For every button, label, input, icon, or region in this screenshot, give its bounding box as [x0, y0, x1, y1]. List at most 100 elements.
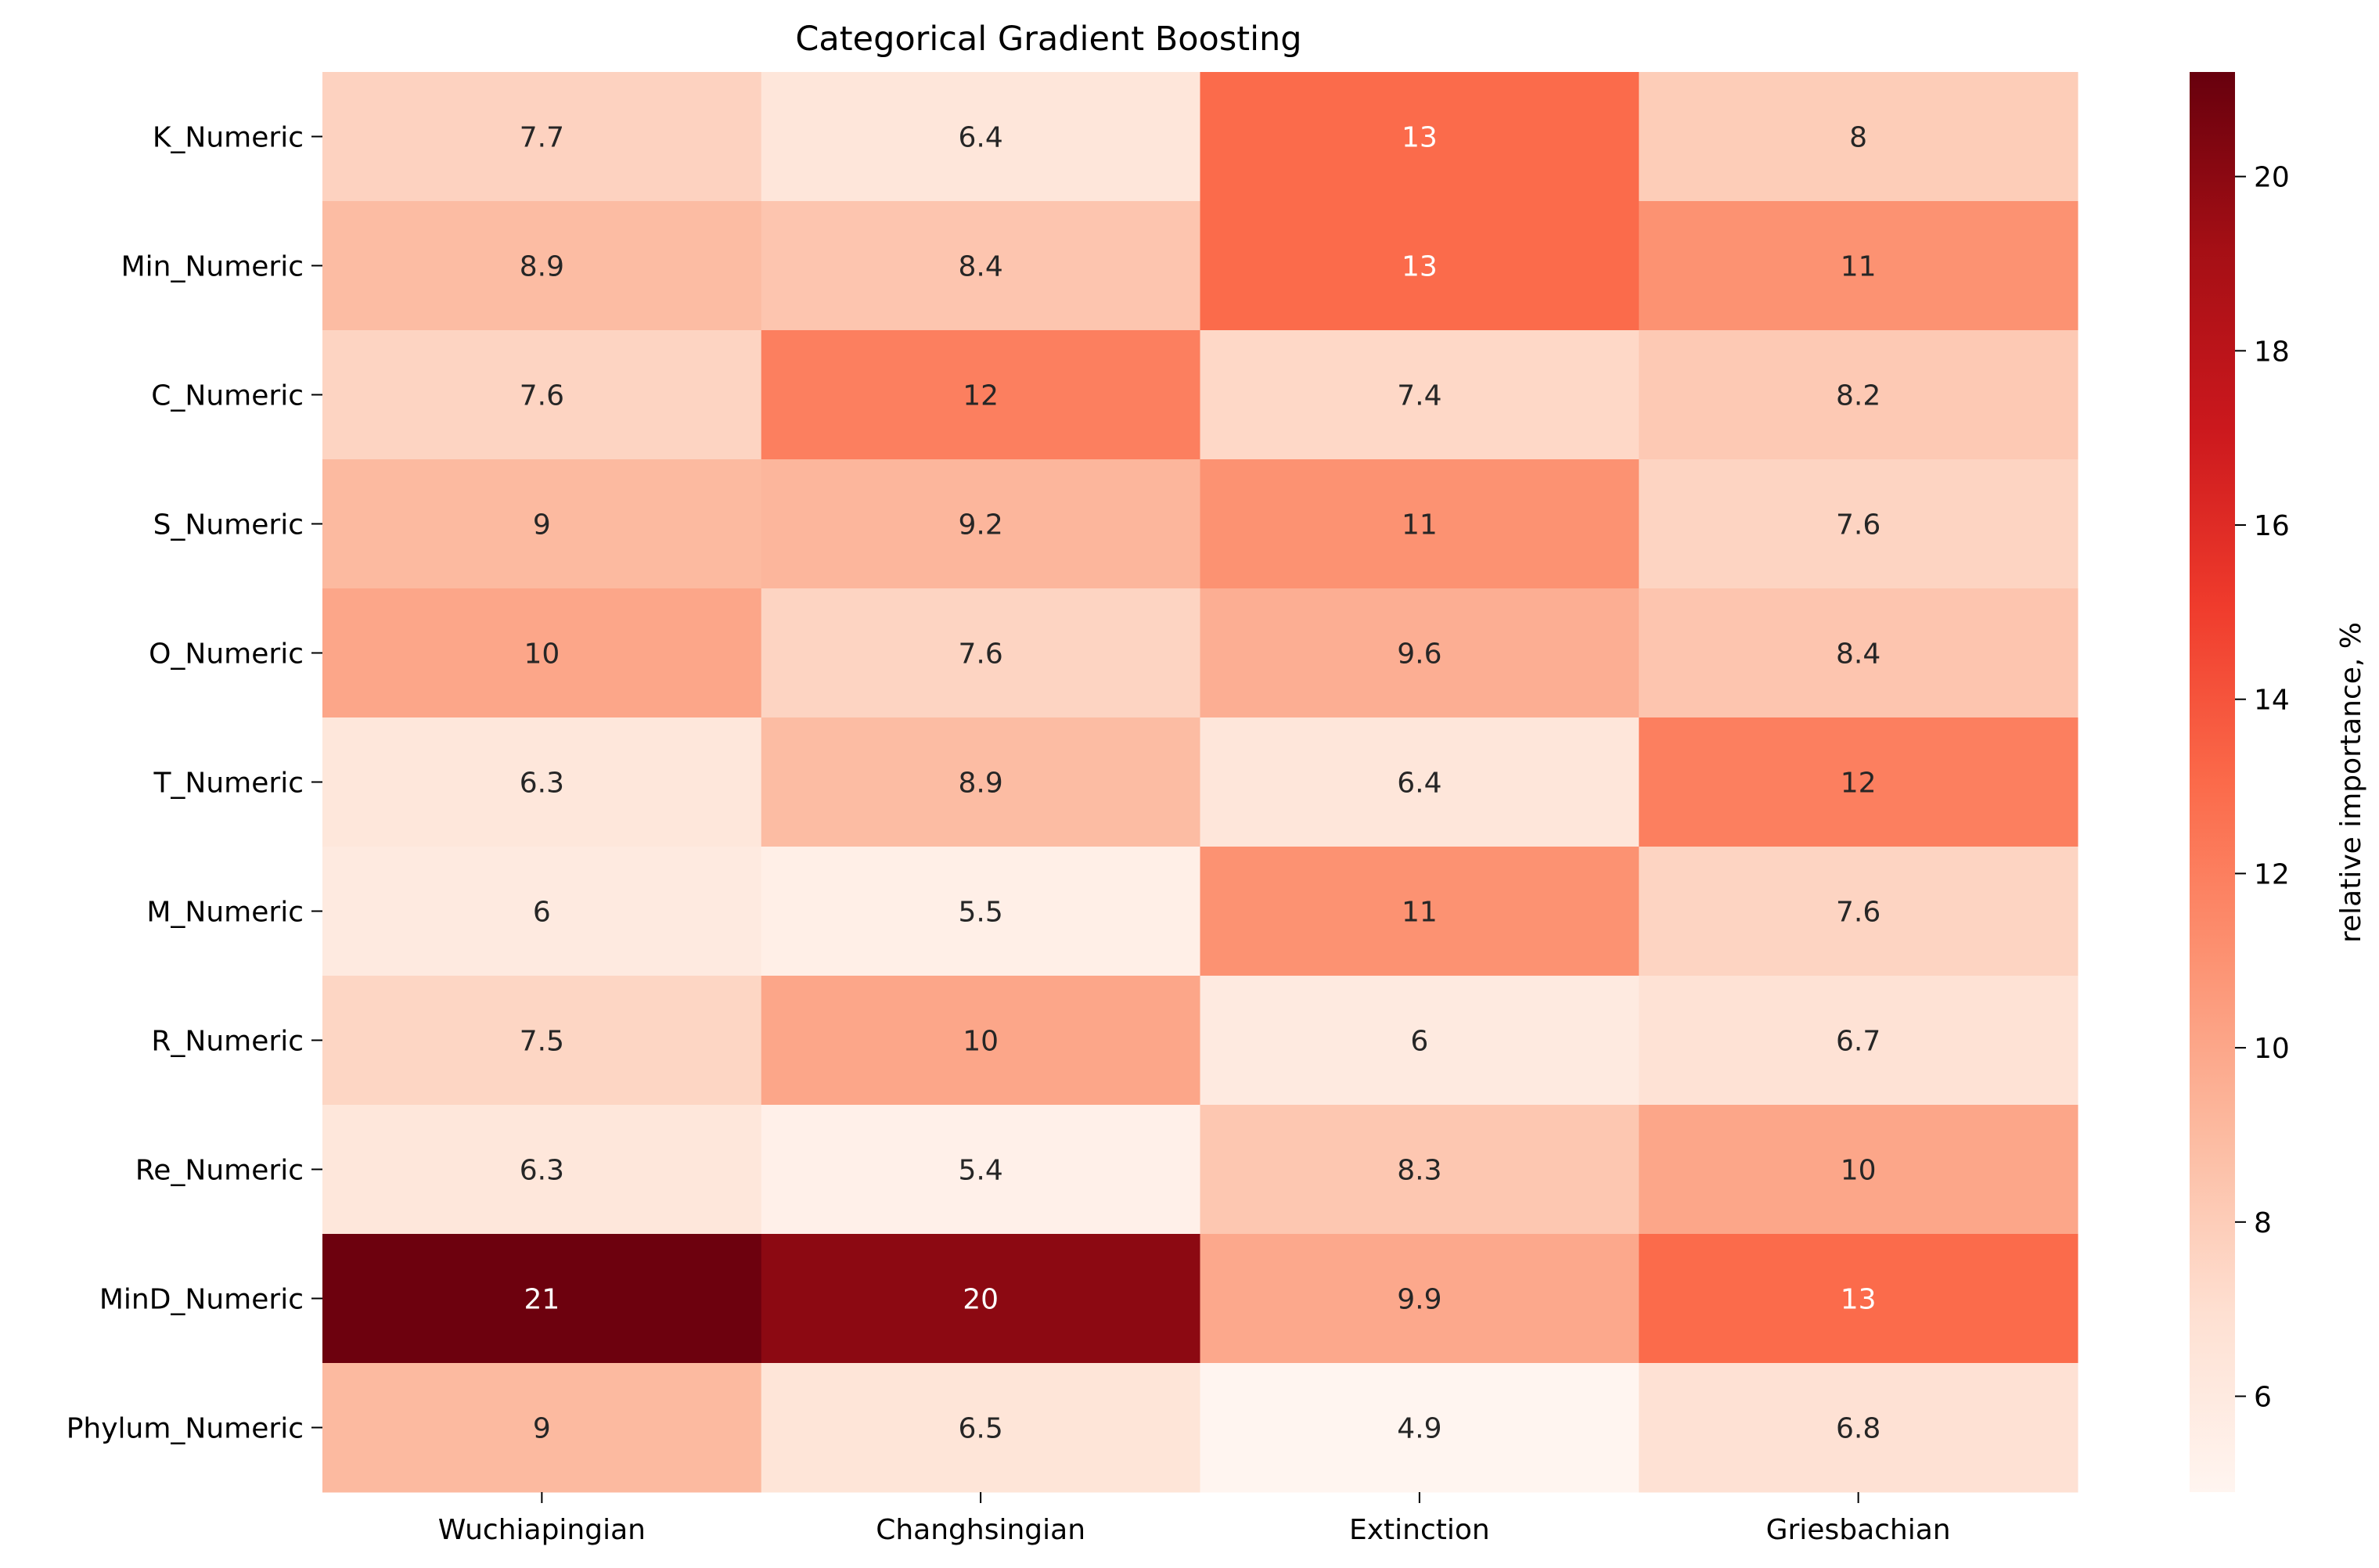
- cell-value-label: 10: [963, 1026, 999, 1058]
- heatmap-cell: [761, 1363, 1200, 1493]
- heatmap-cell: [1639, 847, 2078, 976]
- heatmap-cell: [1200, 1234, 1639, 1364]
- heatmap-cell: [322, 1363, 762, 1493]
- cell-value-label: 5.4: [958, 1155, 1002, 1187]
- heatmap-cell: [322, 459, 762, 589]
- colorbar-ticks: 6 8 10 12 14 16 18 20: [2235, 162, 2290, 1414]
- colorbar-tick-label: 20: [2254, 162, 2290, 194]
- y-tick-label: MinD_Numeric: [99, 1284, 304, 1316]
- heatmap-cell: [322, 72, 762, 202]
- cell-value-label: 8: [1849, 122, 1867, 154]
- heatmap-cell: [761, 1234, 1200, 1364]
- colorbar-tick-label: 12: [2254, 858, 2290, 890]
- y-tick-label: O_Numeric: [149, 638, 304, 671]
- heatmap-cell: [1200, 976, 1639, 1106]
- cell-value-label: 13: [1841, 1284, 1877, 1316]
- heatmap-cell: [761, 201, 1200, 331]
- cell-value-label: 6.5: [958, 1413, 1002, 1445]
- chart-title: Categorical Gradient Boosting: [795, 20, 1301, 59]
- x-tick-label: Changhsingian: [876, 1514, 1085, 1546]
- cell-value-label: 11: [1402, 509, 1438, 541]
- heatmap-cell: [1200, 459, 1639, 589]
- heatmap-cell: [1639, 72, 2078, 202]
- colorbar-tick-label: 16: [2254, 510, 2290, 542]
- cell-value-label: 6.3: [520, 1155, 564, 1187]
- cell-value-label: 9.9: [1397, 1284, 1441, 1316]
- cell-value-label: 6.4: [958, 122, 1002, 154]
- heatmap-cell: [1200, 1363, 1639, 1493]
- y-tick-label: Phylum_Numeric: [67, 1413, 304, 1445]
- cell-value-label: 4.9: [1397, 1413, 1441, 1445]
- cell-value-label: 11: [1402, 897, 1438, 929]
- heatmap-cell: [1639, 1234, 2078, 1364]
- heatmap-cell: [761, 976, 1200, 1106]
- cell-value-label: 7.6: [1836, 509, 1881, 541]
- x-tick-label: Wuchiapingian: [438, 1514, 646, 1546]
- heatmap-cell: [322, 201, 762, 331]
- cell-value-label: 9: [533, 509, 551, 541]
- cell-value-labels: 7.7 6.4 13 8 8.9 8.4 13 11 7.6 12 7.4 8.2 9 9.2 11 7.6 1…: [520, 122, 1881, 1445]
- heatmap-cell: [1639, 976, 2078, 1106]
- y-tick-label: Re_Numeric: [135, 1155, 304, 1187]
- y-axis: K_Numeric Min_Numeric C_Numeric S_Numeric O_…: [67, 122, 322, 1445]
- colorbar-tick-label: 18: [2254, 336, 2290, 368]
- heatmap-cell: [1639, 588, 2078, 718]
- heatmap-cell: [1639, 717, 2078, 847]
- y-tick-label: S_Numeric: [153, 509, 304, 541]
- cell-value-label: 10: [524, 638, 560, 671]
- x-tick-label: Extinction: [1349, 1514, 1490, 1546]
- cell-value-label: 6: [1410, 1026, 1428, 1058]
- heatmap-cell: [761, 72, 1200, 202]
- colorbar-tick-label: 6: [2254, 1382, 2272, 1414]
- heatmap-cell: [1200, 1105, 1639, 1235]
- cell-value-label: 12: [963, 380, 999, 412]
- cell-value-label: 7.6: [520, 380, 564, 412]
- cell-value-label: 9.2: [958, 509, 1002, 541]
- colorbar-tick-label: 10: [2254, 1033, 2290, 1065]
- cell-value-label: 12: [1841, 768, 1877, 800]
- cell-value-label: 20: [963, 1284, 999, 1316]
- x-axis: Wuchiapingian Changhsingian Extinction Grie…: [438, 1492, 1951, 1546]
- heatmap-cell: [322, 847, 762, 976]
- cell-value-label: 9: [533, 1413, 551, 1445]
- colorbar-tick-label: 8: [2254, 1207, 2272, 1239]
- heatmap-cell: [1200, 717, 1639, 847]
- cell-value-label: 10: [1841, 1155, 1877, 1187]
- cell-value-label: 7.7: [520, 122, 564, 154]
- colorbar: [2190, 72, 2235, 1492]
- colorbar-label: relative importance, %: [2335, 622, 2367, 943]
- heatmap-cell: [322, 1234, 762, 1364]
- heatmap-cell: [322, 717, 762, 847]
- y-tick-label: Min_Numeric: [121, 251, 304, 283]
- cell-value-label: 6.3: [520, 768, 564, 800]
- heatmap-cell: [761, 717, 1200, 847]
- heatmap-cell: [761, 459, 1200, 589]
- y-tick-label: K_Numeric: [153, 122, 304, 154]
- heatmap-cell: [1639, 1105, 2078, 1235]
- cell-value-label: 8.9: [958, 768, 1002, 800]
- y-tick-label: T_Numeric: [153, 768, 304, 800]
- heatmap-cell: [1200, 72, 1639, 202]
- y-tick-label: R_Numeric: [151, 1026, 304, 1058]
- colorbar-tick-label: 14: [2254, 685, 2290, 717]
- heatmap-cell: [761, 847, 1200, 976]
- y-tick-label: C_Numeric: [151, 380, 304, 412]
- heatmap-cell: [1639, 459, 2078, 589]
- heatmap-cell: [761, 588, 1200, 718]
- heatmap-cells: [322, 72, 2078, 1493]
- heatmap-cell: [1639, 1363, 2078, 1493]
- heatmap-cell: [1200, 201, 1639, 331]
- cell-value-label: 8.3: [1397, 1155, 1441, 1187]
- cell-value-label: 7.5: [520, 1026, 564, 1058]
- cell-value-label: 9.6: [1397, 638, 1441, 671]
- cell-value-label: 7.4: [1397, 380, 1441, 412]
- cell-value-label: 13: [1402, 122, 1438, 154]
- cell-value-label: 8.2: [1836, 380, 1881, 412]
- heatmap-cell: [322, 330, 762, 460]
- cell-value-label: 13: [1402, 251, 1438, 283]
- cell-value-label: 6: [533, 897, 551, 929]
- heatmap-cell: [1639, 201, 2078, 331]
- cell-value-label: 8.4: [1836, 638, 1881, 671]
- heatmap-cell: [1200, 847, 1639, 976]
